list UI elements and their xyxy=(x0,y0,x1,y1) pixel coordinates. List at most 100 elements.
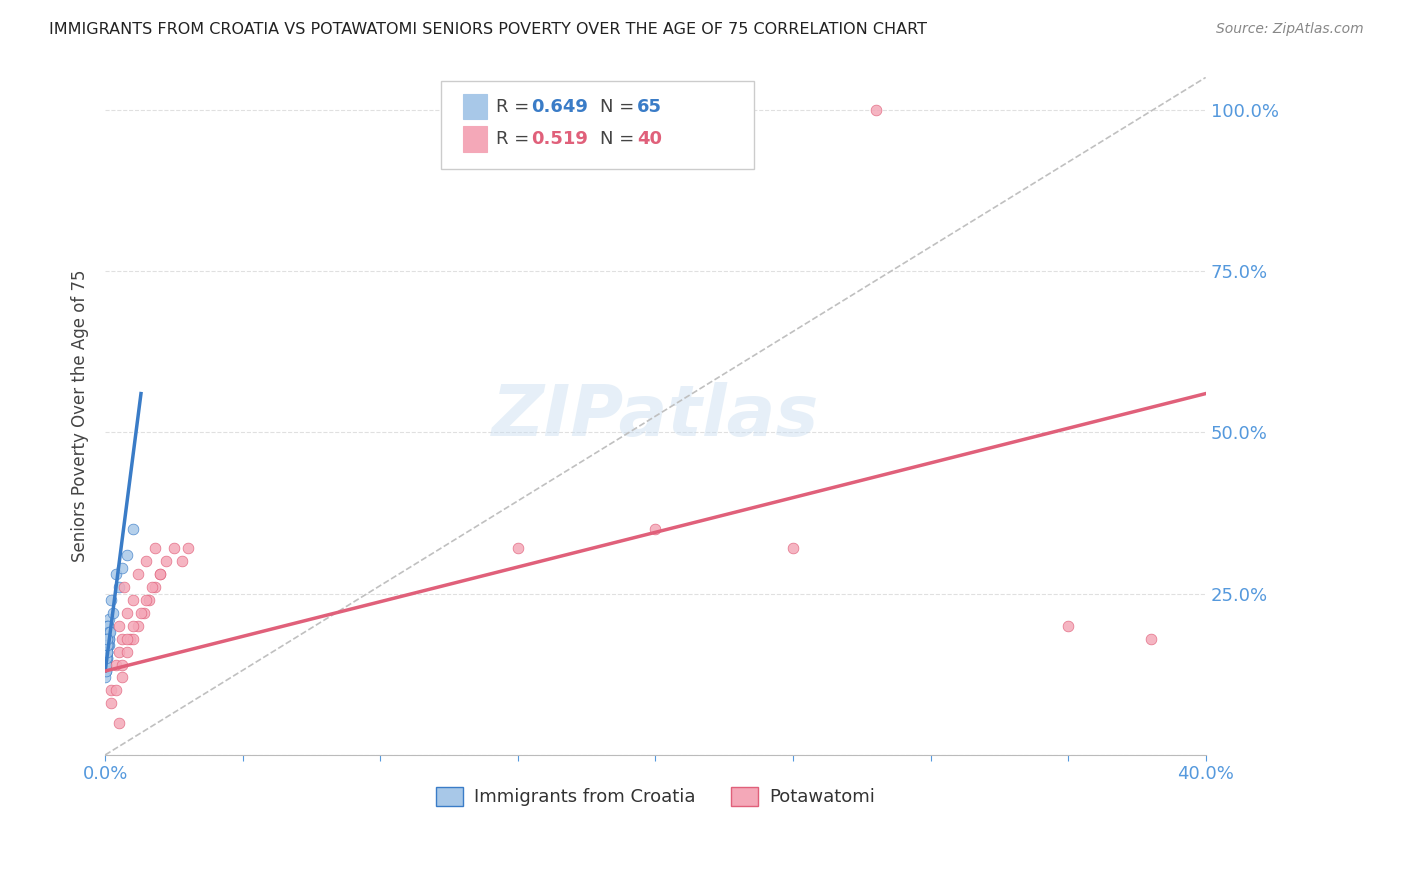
Point xyxy=(135,593,157,607)
Point xyxy=(94,671,117,685)
Point xyxy=(94,651,117,665)
Point xyxy=(506,541,529,556)
FancyBboxPatch shape xyxy=(441,81,755,169)
Point xyxy=(143,541,166,556)
Point xyxy=(96,645,118,659)
Point xyxy=(94,651,117,665)
Point xyxy=(121,522,143,536)
Point xyxy=(94,651,117,665)
Point xyxy=(105,567,128,582)
Point xyxy=(865,103,887,117)
Point xyxy=(111,657,134,672)
Point xyxy=(96,651,118,665)
Point xyxy=(96,632,118,646)
Point xyxy=(96,645,118,659)
Text: 65: 65 xyxy=(637,97,662,116)
Point xyxy=(177,541,200,556)
Point xyxy=(111,561,134,575)
Text: 0.649: 0.649 xyxy=(531,97,588,116)
Point xyxy=(108,645,131,659)
Point xyxy=(127,567,149,582)
Point xyxy=(121,632,143,646)
Point xyxy=(96,651,118,665)
Point xyxy=(96,645,118,659)
Bar xyxy=(463,94,486,120)
Point xyxy=(100,593,122,607)
Point xyxy=(163,541,186,556)
Text: R =: R = xyxy=(496,130,534,148)
Point xyxy=(111,632,134,646)
Text: N =: N = xyxy=(600,130,640,148)
Point xyxy=(96,645,118,659)
Text: 40: 40 xyxy=(637,130,662,148)
Point xyxy=(108,580,131,594)
Point xyxy=(118,632,141,646)
Point xyxy=(782,541,804,556)
Point xyxy=(96,638,118,652)
Point xyxy=(94,664,117,678)
Point xyxy=(96,632,118,646)
Text: ZIPatlas: ZIPatlas xyxy=(492,382,820,450)
Point xyxy=(96,638,118,652)
Point xyxy=(127,619,149,633)
Point xyxy=(96,638,118,652)
Point xyxy=(96,645,118,659)
Text: N =: N = xyxy=(600,97,640,116)
Point xyxy=(97,619,120,633)
Point xyxy=(96,657,118,672)
Point xyxy=(121,593,143,607)
Point xyxy=(155,554,177,568)
Point xyxy=(115,645,138,659)
Point xyxy=(100,696,122,710)
Point xyxy=(108,619,131,633)
Point xyxy=(94,664,117,678)
Point xyxy=(98,612,121,626)
Point xyxy=(149,567,172,582)
Point xyxy=(97,625,120,640)
Point xyxy=(97,625,120,640)
Point xyxy=(94,657,117,672)
Point xyxy=(98,632,121,646)
Point xyxy=(141,580,163,594)
Point xyxy=(97,638,120,652)
Point xyxy=(97,625,120,640)
Point xyxy=(135,554,157,568)
Point xyxy=(644,522,666,536)
Point xyxy=(132,606,155,620)
Point xyxy=(96,632,118,646)
Point xyxy=(97,632,120,646)
Text: R =: R = xyxy=(496,97,534,116)
Point xyxy=(172,554,194,568)
Point xyxy=(1057,619,1080,633)
Point xyxy=(94,645,117,659)
Legend: Immigrants from Croatia, Potawatomi: Immigrants from Croatia, Potawatomi xyxy=(429,780,883,814)
Point xyxy=(94,632,117,646)
Point xyxy=(97,638,120,652)
Point xyxy=(96,619,118,633)
Text: Source: ZipAtlas.com: Source: ZipAtlas.com xyxy=(1216,22,1364,37)
Point xyxy=(96,638,118,652)
Point xyxy=(94,651,117,665)
Text: IMMIGRANTS FROM CROATIA VS POTAWATOMI SENIORS POVERTY OVER THE AGE OF 75 CORRELA: IMMIGRANTS FROM CROATIA VS POTAWATOMI SE… xyxy=(49,22,927,37)
Point xyxy=(94,657,117,672)
Point xyxy=(94,638,117,652)
Point xyxy=(94,645,117,659)
Point xyxy=(143,580,166,594)
Point xyxy=(98,638,121,652)
Point xyxy=(96,645,118,659)
Point xyxy=(96,632,118,646)
Point xyxy=(94,664,117,678)
Point xyxy=(111,671,134,685)
Point xyxy=(115,606,138,620)
Point xyxy=(100,683,122,698)
Bar xyxy=(463,126,486,152)
Point xyxy=(96,638,118,652)
Point xyxy=(94,657,117,672)
Y-axis label: Seniors Poverty Over the Age of 75: Seniors Poverty Over the Age of 75 xyxy=(72,270,89,563)
Point xyxy=(1139,632,1161,646)
Point xyxy=(129,606,152,620)
Point xyxy=(96,625,118,640)
Text: 0.519: 0.519 xyxy=(531,130,588,148)
Point xyxy=(108,715,131,730)
Point xyxy=(94,657,117,672)
